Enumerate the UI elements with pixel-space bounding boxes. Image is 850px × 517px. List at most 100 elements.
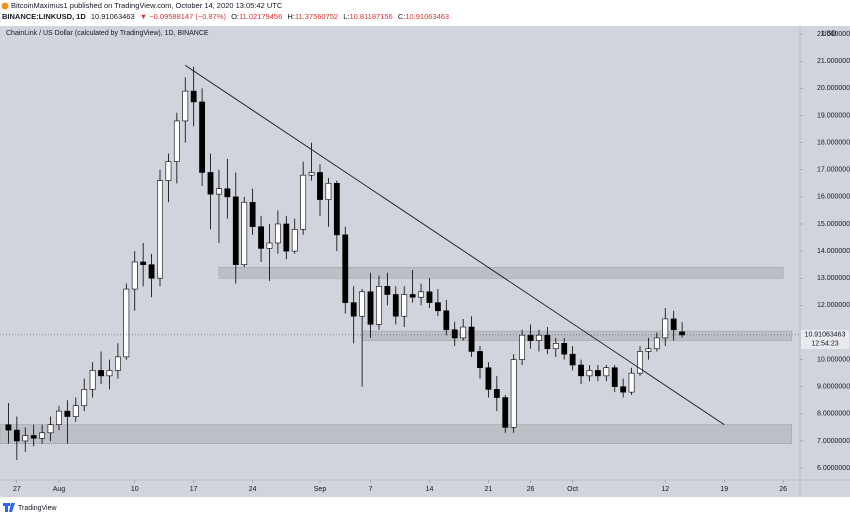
candle-body bbox=[148, 264, 155, 279]
candle-body bbox=[477, 351, 483, 369]
candle-body bbox=[182, 90, 189, 122]
candle-body bbox=[502, 397, 509, 428]
price-label: 10.91063463 bbox=[805, 332, 846, 339]
support-zone bbox=[218, 267, 784, 279]
candle-body bbox=[232, 196, 239, 265]
last: 10.91063463 bbox=[91, 12, 135, 21]
plot: 6.00000000 7.00000000 8.00000000 9.00000000… bbox=[0, 31, 850, 493]
x-tick-label: 27 bbox=[13, 486, 21, 493]
candle-body bbox=[131, 261, 138, 290]
x-tick-label: Sep bbox=[314, 486, 327, 493]
footer-brand: TradingView bbox=[18, 505, 57, 512]
x-tick-label: 14 bbox=[426, 486, 434, 493]
x-tick-label: 19 bbox=[720, 486, 728, 493]
y-tick-label: 15.00000000 bbox=[817, 221, 850, 228]
l-label: L: bbox=[343, 12, 349, 21]
candle-body bbox=[443, 310, 450, 331]
candle-body bbox=[527, 334, 534, 341]
candle-body bbox=[291, 229, 298, 252]
currency[interactable]: USD bbox=[822, 30, 837, 37]
x-tick-label: 26 bbox=[779, 486, 787, 493]
candle-body bbox=[536, 334, 542, 341]
x-tick-label: 24 bbox=[249, 486, 257, 493]
avatar bbox=[1, 2, 9, 10]
h: 11.37560752 bbox=[295, 12, 338, 21]
header-quote: BINANCE:LINKUSD, 1D 10.91063463 ▼ −0.095… bbox=[2, 12, 449, 21]
candle-body bbox=[594, 370, 601, 377]
author-line: BitcoinMaximus1 published on TradingView… bbox=[11, 1, 283, 10]
candle-body bbox=[611, 367, 618, 388]
candle-body bbox=[620, 386, 627, 393]
candle-body bbox=[350, 302, 357, 317]
candle-body bbox=[106, 370, 113, 377]
candle-body bbox=[628, 372, 635, 393]
candle-body bbox=[519, 334, 526, 360]
candle-body bbox=[434, 302, 441, 312]
candle-body bbox=[89, 370, 96, 390]
candle-body bbox=[216, 188, 222, 195]
candle-body bbox=[561, 343, 568, 355]
candle-body bbox=[258, 226, 264, 249]
chart-title: ChainLink / US Dollar (calculated by Tra… bbox=[6, 30, 209, 37]
candle-body bbox=[165, 161, 172, 181]
y-tick-label: 7.00000000 bbox=[817, 438, 850, 445]
candle-body bbox=[173, 120, 180, 162]
chart-bg bbox=[0, 26, 850, 497]
support-zone bbox=[0, 424, 792, 444]
y-tick-label: 19.00000000 bbox=[817, 112, 850, 119]
x-tick-label: 10 bbox=[131, 486, 139, 493]
candle-body bbox=[670, 318, 677, 331]
c: 10.91063463 bbox=[405, 12, 449, 21]
candle-body bbox=[30, 435, 37, 439]
candle-body bbox=[552, 343, 559, 350]
currency-box[interactable] bbox=[817, 28, 841, 39]
candle-body bbox=[653, 337, 660, 350]
support-zone bbox=[361, 330, 792, 341]
candle-body bbox=[586, 370, 593, 377]
change: ▼ −0.09588147 (−0.87%) bbox=[140, 12, 227, 21]
y-tick-label: 18.00000000 bbox=[817, 139, 850, 146]
candle-body bbox=[114, 356, 121, 371]
candle-body bbox=[39, 432, 46, 439]
x-tick-label: 21 bbox=[485, 486, 493, 493]
candle-body bbox=[333, 182, 340, 236]
candle-body bbox=[72, 405, 79, 417]
candle-body bbox=[266, 242, 273, 249]
candle-body bbox=[485, 367, 492, 390]
price-label-box bbox=[801, 329, 849, 349]
symbol: BINANCE:LINKUSD, 1D bbox=[2, 12, 86, 21]
candle-body bbox=[241, 201, 248, 265]
candle-body bbox=[22, 435, 29, 442]
candle-body bbox=[603, 367, 610, 377]
candle-body bbox=[376, 286, 382, 325]
footer-logo bbox=[3, 503, 15, 512]
o: 11.02179456 bbox=[239, 12, 282, 21]
candle-body bbox=[367, 291, 374, 325]
candle-body bbox=[207, 172, 214, 195]
candle-body bbox=[401, 294, 408, 317]
y-tick-label: 14.00000000 bbox=[817, 248, 850, 255]
candle-body bbox=[300, 174, 307, 230]
candle-body bbox=[392, 294, 399, 317]
candle-body bbox=[569, 353, 576, 366]
h-label: H: bbox=[287, 12, 295, 21]
candle-body bbox=[679, 331, 686, 336]
candle-body bbox=[13, 429, 20, 442]
candle-body bbox=[325, 182, 332, 200]
c-label: C: bbox=[398, 12, 406, 21]
header-bg bbox=[0, 0, 850, 26]
candle-body bbox=[451, 329, 458, 339]
candle-body bbox=[224, 188, 231, 198]
candle-body bbox=[460, 326, 467, 339]
x-tick-label: 12 bbox=[661, 486, 669, 493]
x-tick-label: Oct bbox=[567, 486, 578, 493]
candle-body bbox=[140, 261, 147, 265]
candle-body bbox=[249, 201, 256, 227]
candle-body bbox=[544, 334, 551, 350]
candle-body bbox=[578, 364, 584, 377]
y-tick-label: 13.00000000 bbox=[817, 275, 850, 282]
x-tick-label: 26 bbox=[527, 486, 535, 493]
candle-body bbox=[98, 370, 104, 377]
y-tick-label: 21.00000000 bbox=[817, 58, 850, 65]
